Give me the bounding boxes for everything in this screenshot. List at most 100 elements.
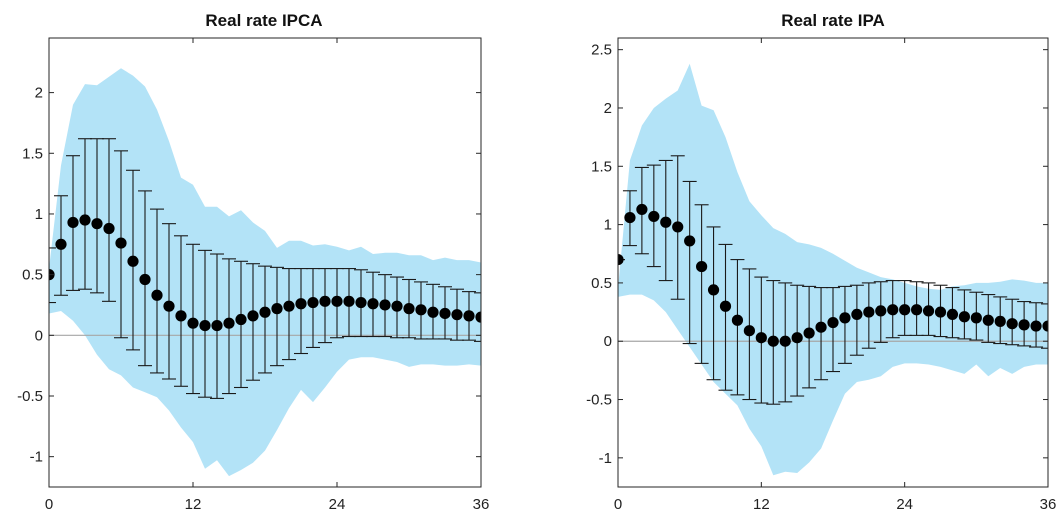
error-bar: [814, 287, 829, 381]
y-tick-label: -1: [30, 449, 43, 466]
data-point: [1018, 319, 1030, 331]
axes-box: [48, 37, 482, 488]
x-tick-label: 24: [896, 496, 913, 513]
data-point: [863, 306, 875, 318]
y-tick-label: 1: [604, 217, 612, 234]
data-point: [211, 320, 223, 332]
y-tick-label: 0: [604, 333, 612, 350]
confidence-band: [618, 63, 1048, 476]
y-tick-label: 2.5: [591, 42, 612, 59]
error-bar: [706, 226, 721, 381]
data-point: [283, 300, 295, 312]
data-point: [911, 304, 923, 316]
data-point: [922, 305, 935, 317]
data-point: [899, 304, 911, 316]
data-point: [415, 304, 427, 316]
plot-area: [618, 63, 1048, 476]
data-point: [355, 296, 367, 309]
panel-real-rate-ipa: Real rate IPA -1 -0.5 0 0.5 1 1.5 2 2.5 0 12 24 36: [586, 11, 1056, 513]
data-point: [439, 307, 451, 320]
axes-box: [617, 37, 1049, 488]
data-point: [115, 237, 127, 249]
data-point: [235, 313, 247, 326]
data-point: [199, 320, 211, 332]
data-point: [259, 306, 271, 318]
data-point: [707, 284, 720, 296]
data-point: [343, 295, 355, 307]
error-bar: [474, 292, 481, 342]
error-bar: [826, 287, 840, 373]
y-tick-label: 0.5: [22, 267, 43, 284]
error-bar: [718, 243, 733, 391]
data-point: [767, 335, 779, 347]
data-point: [91, 218, 103, 230]
y-tick-label: 0.5: [591, 275, 612, 292]
y-tick-label: 0: [35, 327, 43, 344]
data-point: [127, 255, 139, 267]
data-point: [463, 310, 475, 322]
data-point: [851, 308, 863, 320]
error-bar: [246, 263, 260, 381]
data-point: [1006, 318, 1018, 330]
data-point: [379, 299, 391, 311]
panel-title: Real rate IPCA: [205, 11, 322, 30]
data-point: [1030, 320, 1042, 332]
data-point: [660, 216, 672, 228]
y-tick-label: -0.5: [17, 388, 43, 405]
data-point: [403, 303, 415, 315]
data-point: [779, 335, 791, 347]
data-point: [994, 315, 1006, 327]
data-point: [803, 327, 815, 339]
error-bar: [282, 268, 296, 361]
data-point: [307, 296, 319, 309]
data-point: [175, 310, 187, 322]
data-point: [684, 235, 696, 247]
data-point: [151, 289, 163, 301]
data-point: [755, 332, 767, 344]
data-point: [743, 325, 755, 337]
data-point: [791, 332, 803, 344]
panel-title: Real rate IPA: [781, 11, 885, 30]
data-point: [247, 310, 259, 322]
data-point: [67, 216, 79, 229]
data-point: [875, 305, 887, 317]
data-point: [79, 214, 91, 226]
data-point: [982, 314, 994, 326]
error-bar: [258, 265, 272, 374]
y-tick-label: 1: [35, 206, 43, 223]
data-point: [696, 260, 708, 273]
data-point: [55, 238, 67, 250]
error-bar: [270, 266, 284, 367]
data-point: [427, 306, 439, 318]
data-point: [827, 316, 839, 329]
error-bar: [78, 138, 92, 290]
y-tick-label: 2: [604, 100, 612, 117]
data-point: [946, 308, 959, 320]
error-bar: [849, 284, 864, 356]
plot-area: [49, 68, 481, 477]
data-point: [163, 300, 175, 312]
error-bar: [837, 285, 852, 364]
data-point: [672, 221, 684, 233]
data-point: [731, 314, 744, 326]
data-point: [1042, 320, 1048, 332]
x-tick-label: 0: [45, 496, 53, 513]
y-tick-label: -0.5: [586, 392, 612, 409]
x-tick-label: 12: [753, 496, 770, 513]
data-point: [139, 273, 151, 286]
data-point: [958, 311, 970, 323]
data-point: [475, 311, 481, 323]
panel-real-rate-ipca: Real rate IPCA -1 -0.5 0 0.5 1 1.5 2 0 12 24 36: [17, 11, 489, 513]
x-tick-label: 12: [185, 496, 202, 513]
error-bar: [730, 259, 745, 396]
error-bar: [682, 180, 697, 345]
error-bar: [90, 138, 104, 294]
x-tick-label: 36: [473, 496, 490, 513]
error-bar: [102, 138, 116, 302]
error-bar: [294, 268, 308, 355]
y-tick-label: 2: [35, 85, 43, 102]
x-tick-label: 0: [614, 496, 622, 513]
data-point: [839, 312, 851, 324]
